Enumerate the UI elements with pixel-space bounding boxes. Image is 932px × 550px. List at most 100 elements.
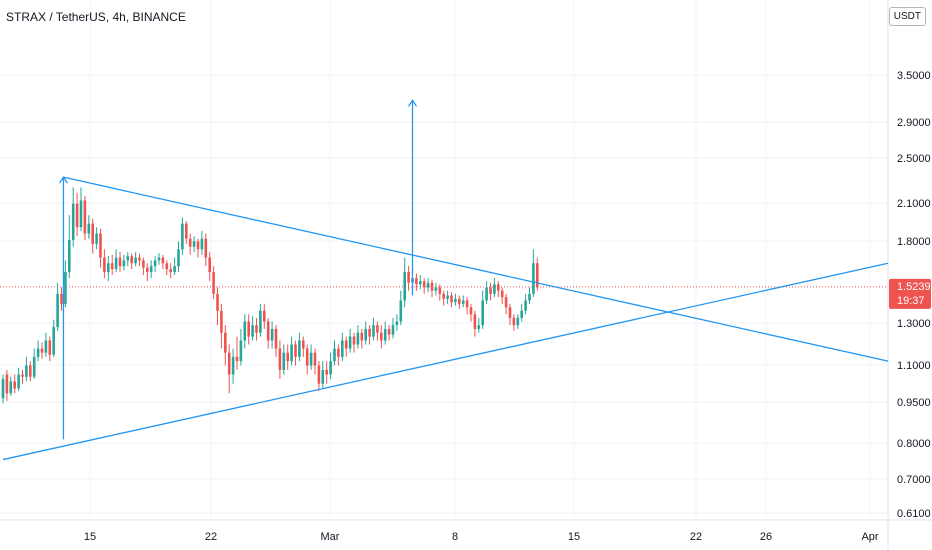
candle-body bbox=[380, 332, 383, 341]
candle-body bbox=[520, 310, 523, 318]
candle-body bbox=[383, 328, 387, 341]
y-tick-label: 2.5000 bbox=[897, 153, 931, 165]
candle-body bbox=[352, 336, 356, 345]
candle-body bbox=[360, 332, 364, 341]
candle-body bbox=[298, 340, 301, 357]
candle-body bbox=[243, 321, 247, 341]
x-tick-label: Apr bbox=[861, 531, 878, 543]
y-tick-label: 2.9000 bbox=[897, 117, 931, 129]
candle-body bbox=[9, 381, 13, 394]
candle-body bbox=[247, 321, 250, 337]
candle-body bbox=[403, 272, 406, 301]
candle-body bbox=[458, 298, 461, 304]
candle-body bbox=[157, 257, 161, 261]
candle-body bbox=[473, 314, 477, 329]
y-tick-label: 1.8000 bbox=[897, 236, 931, 248]
candle-body bbox=[364, 328, 367, 341]
candle-body bbox=[282, 352, 286, 370]
candle-body bbox=[13, 381, 16, 389]
candle-body bbox=[263, 310, 266, 322]
candle-body bbox=[368, 328, 371, 337]
candle-body bbox=[454, 298, 457, 303]
candle-body bbox=[185, 223, 188, 239]
candle-body bbox=[146, 267, 149, 273]
candle-body bbox=[426, 282, 430, 288]
candle-body bbox=[149, 266, 153, 273]
candle-body bbox=[290, 344, 293, 362]
candle-body bbox=[220, 310, 223, 333]
candle-body bbox=[87, 223, 91, 234]
candle-body bbox=[251, 325, 254, 337]
candle-body bbox=[450, 295, 453, 303]
candle-body bbox=[430, 282, 434, 291]
candle-body bbox=[64, 272, 67, 304]
y-tick-label: 1.1000 bbox=[897, 360, 931, 372]
candle-body bbox=[134, 257, 137, 264]
candle-body bbox=[239, 340, 243, 362]
candle-body bbox=[103, 257, 106, 273]
candle-body bbox=[325, 369, 328, 375]
candle-body bbox=[438, 287, 442, 294]
candle-body bbox=[524, 300, 527, 311]
x-tick-label: 26 bbox=[760, 531, 772, 543]
candle-body bbox=[508, 307, 512, 318]
candle-body bbox=[481, 300, 484, 326]
x-tick-label: 15 bbox=[84, 531, 96, 543]
candle-body bbox=[337, 348, 340, 357]
candle-body bbox=[60, 293, 63, 304]
candle-body bbox=[387, 328, 391, 335]
candle-body bbox=[138, 257, 141, 261]
candle-body bbox=[52, 327, 55, 355]
candle-body bbox=[17, 374, 20, 389]
candle-body bbox=[313, 352, 317, 366]
y-tick-label: 2.1000 bbox=[897, 198, 931, 210]
currency-button[interactable]: USDT bbox=[888, 7, 926, 26]
candle-body bbox=[161, 257, 165, 264]
candle-body bbox=[497, 284, 500, 291]
bar-countdown: 19:37 bbox=[897, 295, 925, 307]
candle-body bbox=[177, 249, 180, 267]
candle-body bbox=[356, 332, 360, 345]
target-arrow-right-head bbox=[407, 99, 418, 107]
candle-body bbox=[528, 293, 531, 301]
candle-body bbox=[83, 200, 87, 234]
candle-body bbox=[266, 321, 270, 341]
candle-body bbox=[536, 263, 539, 288]
current-price-value: 1.5239 bbox=[897, 281, 931, 293]
candle-body bbox=[71, 203, 75, 241]
candle-body bbox=[200, 238, 204, 250]
candle-body bbox=[169, 269, 172, 273]
candle-body bbox=[477, 325, 481, 329]
candle-body bbox=[32, 356, 36, 377]
measure-arrow-left-head bbox=[58, 176, 68, 184]
candle-body bbox=[344, 340, 348, 349]
candle-body bbox=[107, 263, 110, 273]
candle-body bbox=[56, 293, 59, 328]
candle-body bbox=[419, 281, 422, 285]
candle-body bbox=[407, 272, 410, 283]
candle-body bbox=[130, 256, 133, 264]
candle-body bbox=[321, 369, 325, 384]
candle-body bbox=[181, 223, 184, 250]
candle-body bbox=[286, 352, 289, 362]
candle-body bbox=[173, 266, 176, 273]
candle-body bbox=[415, 278, 418, 285]
y-tick-label: 3.5000 bbox=[897, 70, 931, 82]
candle-body bbox=[469, 307, 473, 315]
y-tick-label: 0.9500 bbox=[897, 397, 931, 409]
candle-body bbox=[114, 257, 118, 270]
candle-body bbox=[110, 263, 114, 270]
candle-body bbox=[36, 348, 40, 357]
candle-body bbox=[341, 340, 344, 357]
candle-body bbox=[493, 284, 496, 294]
current-price-tag bbox=[889, 278, 931, 309]
candle-body bbox=[192, 241, 196, 247]
symbol-title: STRAX / TetherUS, 4h, BINANCE bbox=[6, 10, 186, 24]
candle-body bbox=[153, 260, 157, 267]
y-tick-label: 0.8000 bbox=[897, 438, 931, 450]
candle-body bbox=[165, 263, 169, 270]
candle-body bbox=[231, 356, 235, 375]
candle-body bbox=[48, 340, 52, 355]
candle-body bbox=[504, 297, 508, 308]
